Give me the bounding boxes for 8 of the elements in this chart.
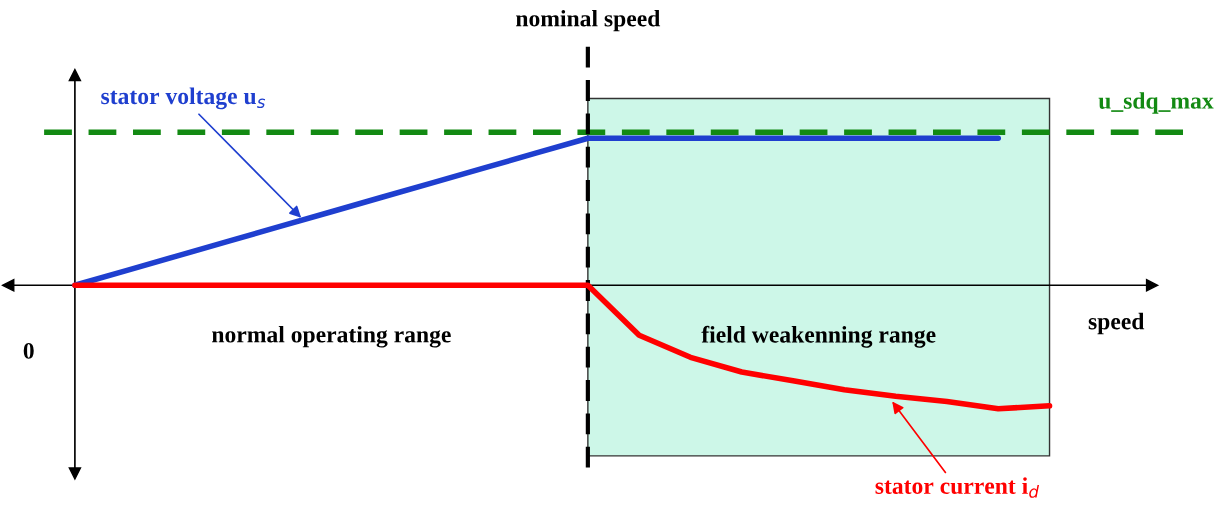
annotation: normal operating range [212, 325, 451, 348]
text: nominal speed [516, 9, 661, 32]
annotation: field weakenning range [701, 325, 936, 348]
text: 0 [23, 342, 34, 359]
text: stator current i$_{d}$ [875, 477, 1040, 498]
x-axis-title: speed [1088, 312, 1145, 335]
ref-line-label: u_sdq_max [1098, 92, 1214, 114]
text: stator voltage u$_{s}$ [101, 87, 266, 110]
